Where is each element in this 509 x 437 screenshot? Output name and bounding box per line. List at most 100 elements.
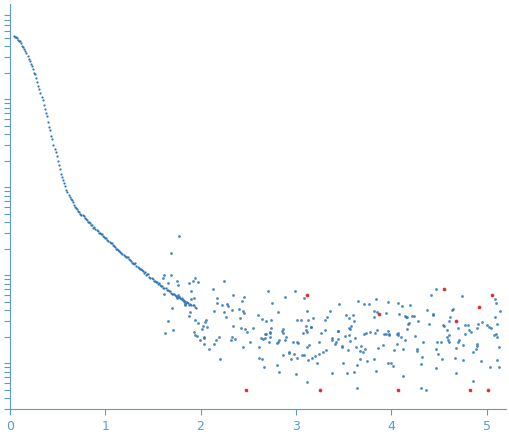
Point	[157, 282, 165, 289]
Point	[412, 346, 420, 353]
Point	[71, 203, 79, 210]
Point	[54, 162, 63, 169]
Point	[130, 260, 138, 267]
Point	[453, 338, 461, 345]
Point	[238, 308, 246, 315]
Point	[458, 356, 466, 363]
Point	[492, 333, 500, 340]
Point	[190, 274, 199, 281]
Point	[200, 333, 208, 340]
Point	[448, 305, 457, 312]
Point	[397, 334, 405, 341]
Point	[369, 314, 377, 321]
Point	[416, 361, 425, 368]
Point	[104, 238, 112, 245]
Point	[293, 354, 301, 361]
Point	[426, 291, 434, 298]
Point	[228, 306, 236, 313]
Point	[10, 33, 18, 40]
Point	[235, 314, 243, 321]
Point	[181, 301, 189, 308]
Point	[99, 233, 107, 240]
Point	[41, 105, 49, 112]
Point	[338, 360, 347, 367]
Point	[189, 302, 197, 309]
Point	[105, 238, 114, 245]
Point	[164, 287, 173, 294]
Point	[407, 312, 415, 319]
Point	[428, 311, 436, 318]
Point	[383, 299, 391, 306]
Point	[306, 324, 314, 331]
Point	[303, 357, 312, 364]
Point	[193, 333, 201, 340]
Point	[40, 101, 48, 108]
Point	[302, 343, 310, 350]
Point	[75, 209, 83, 216]
Point	[70, 201, 78, 208]
Point	[182, 299, 190, 306]
Point	[360, 345, 368, 352]
Point	[372, 295, 380, 302]
Point	[425, 321, 433, 328]
Point	[331, 338, 340, 345]
Point	[356, 343, 364, 350]
Point	[30, 69, 38, 76]
Point	[290, 350, 298, 357]
Point	[361, 329, 369, 336]
Point	[439, 285, 447, 292]
Point	[193, 319, 202, 326]
Point	[14, 36, 22, 43]
Point	[223, 302, 232, 309]
Point	[160, 284, 168, 291]
Point	[178, 296, 186, 303]
Point	[147, 274, 155, 281]
Point	[173, 295, 181, 302]
Point	[460, 321, 468, 328]
Point	[476, 357, 484, 364]
Point	[370, 308, 378, 315]
Point	[200, 340, 208, 347]
Point	[153, 278, 161, 285]
Point	[175, 294, 183, 301]
Point	[129, 260, 137, 267]
Point	[466, 328, 474, 335]
Point	[163, 279, 172, 286]
Point	[45, 123, 53, 130]
Point	[492, 320, 500, 327]
Point	[278, 327, 286, 334]
Point	[491, 300, 499, 307]
Point	[189, 329, 197, 336]
Point	[420, 386, 429, 393]
Point	[278, 330, 287, 337]
Point	[444, 332, 452, 339]
Point	[187, 302, 195, 309]
Point	[139, 269, 148, 276]
Point	[25, 57, 34, 64]
Point	[299, 351, 307, 358]
Point	[142, 271, 150, 278]
Point	[168, 304, 176, 311]
Point	[382, 330, 390, 337]
Point	[471, 346, 479, 353]
Point	[21, 48, 30, 55]
Point	[322, 313, 330, 320]
Point	[132, 262, 140, 269]
Point	[238, 298, 246, 305]
Point	[416, 385, 424, 392]
Point	[32, 75, 40, 82]
Point	[159, 274, 167, 281]
Point	[114, 246, 122, 253]
Point	[221, 314, 229, 321]
Point	[383, 328, 391, 335]
Point	[96, 229, 104, 236]
Point	[195, 336, 204, 343]
Point	[93, 227, 101, 234]
Point	[451, 369, 459, 376]
Point	[228, 323, 236, 329]
Point	[405, 319, 413, 326]
Point	[373, 345, 381, 352]
Point	[477, 319, 485, 326]
Point	[254, 343, 263, 350]
Point	[293, 339, 301, 346]
